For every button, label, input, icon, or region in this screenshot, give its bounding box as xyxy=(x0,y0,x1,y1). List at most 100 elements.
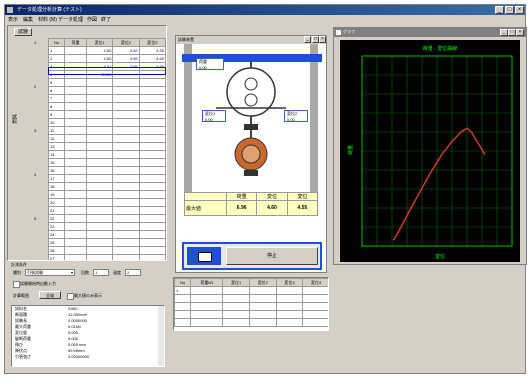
data-table-cell[interactable] xyxy=(138,150,166,159)
maximize-button[interactable]: □ xyxy=(505,6,514,14)
data-table-cell[interactable] xyxy=(138,182,166,191)
data-table-cell[interactable] xyxy=(64,182,88,191)
data-table-cell[interactable] xyxy=(64,214,88,223)
menu-exit[interactable]: 終了 xyxy=(101,17,112,23)
device-icon-button[interactable] xyxy=(187,247,221,265)
data-table-cell[interactable] xyxy=(64,206,88,215)
data-table-cell[interactable]: 12 xyxy=(48,134,66,143)
data-table-cell[interactable] xyxy=(112,254,140,260)
data-table-cell[interactable] xyxy=(86,158,114,167)
data-table-cell[interactable] xyxy=(138,246,166,255)
data-table-column-header[interactable]: 変位1 xyxy=(86,38,114,47)
menu-material[interactable]: 材料 (M) xyxy=(38,17,57,23)
data-table-row[interactable]: 15 xyxy=(48,158,166,167)
minimize-button[interactable]: _ xyxy=(495,6,504,14)
data-table-cell[interactable]: 11 xyxy=(48,126,66,135)
data-table-cell[interactable] xyxy=(138,118,166,127)
data-table-cell[interactable]: 6 xyxy=(48,86,66,95)
data-table-cell[interactable] xyxy=(112,134,140,143)
data-table-cell[interactable] xyxy=(112,222,140,231)
data-table-cell[interactable] xyxy=(112,78,140,87)
data-table-row[interactable]: 27 xyxy=(48,254,166,260)
data-table-cell[interactable] xyxy=(64,46,88,55)
result-table-cell[interactable] xyxy=(275,286,304,295)
data-table-cell[interactable]: 25 xyxy=(48,238,66,247)
data-table-cell[interactable] xyxy=(86,78,114,87)
result-table-cell[interactable] xyxy=(222,310,251,319)
data-table-row[interactable]: 11 xyxy=(48,126,166,135)
data-table-cell[interactable] xyxy=(138,174,166,183)
data-table-cell[interactable]: 5 xyxy=(48,78,66,87)
result-table-cell[interactable] xyxy=(222,294,251,303)
result-table-cell[interactable] xyxy=(302,286,328,295)
result-table-cell[interactable] xyxy=(222,286,251,295)
data-table-cell[interactable] xyxy=(112,182,140,191)
data-table-cell[interactable]: 21 xyxy=(48,206,66,215)
data-table-cell[interactable] xyxy=(112,94,140,103)
result-table-cell[interactable] xyxy=(249,318,277,327)
data-table-cell[interactable] xyxy=(112,190,140,199)
data-table-row[interactable]: 23 xyxy=(48,222,166,231)
data-table-cell[interactable]: 26 xyxy=(48,246,66,255)
data-table-cell[interactable] xyxy=(86,126,114,135)
data-table-cell[interactable]: 8 xyxy=(48,102,66,111)
data-table-cell[interactable] xyxy=(138,222,166,231)
summary-scrollbar[interactable] xyxy=(158,306,164,366)
data-table-cell[interactable] xyxy=(64,86,88,95)
data-table-cell[interactable] xyxy=(138,94,166,103)
data-table-cell[interactable] xyxy=(138,206,166,215)
data-table-row[interactable]: 18 xyxy=(48,182,166,191)
graph-maximize-button[interactable]: □ xyxy=(508,29,516,36)
result-table-cell[interactable] xyxy=(222,302,251,311)
data-table-cell[interactable] xyxy=(86,118,114,127)
result-table-cell[interactable] xyxy=(174,318,192,327)
data-table-cell[interactable] xyxy=(112,110,140,119)
result-table-cell[interactable] xyxy=(249,302,277,311)
data-table-cell[interactable] xyxy=(64,102,88,111)
data-table-row[interactable]: 2 4.60 4.65 4.60 xyxy=(48,54,166,63)
data-table-cell[interactable]: 23 xyxy=(48,222,66,231)
data-table-cell[interactable] xyxy=(138,110,166,119)
data-table-cell[interactable] xyxy=(86,238,114,247)
data-table-cell[interactable] xyxy=(138,190,166,199)
result-table-cell[interactable] xyxy=(249,294,277,303)
data-table-cell[interactable]: 4.60 xyxy=(138,54,166,63)
data-table-cell[interactable] xyxy=(86,166,114,175)
data-table-cell[interactable] xyxy=(86,94,114,103)
data-table-row[interactable]: 1 4.60 4.62 4.55 xyxy=(48,46,166,55)
max-only-checkbox[interactable] xyxy=(67,293,74,300)
count-select[interactable]: 1 xyxy=(93,269,109,276)
data-table-cell[interactable]: 15 xyxy=(48,158,66,167)
data-table-cell[interactable] xyxy=(86,150,114,159)
result-table-cell[interactable] xyxy=(275,302,304,311)
data-table-column-header[interactable]: No xyxy=(48,38,66,47)
data-table-cell[interactable] xyxy=(138,166,166,175)
result-table-cell[interactable]: 1 xyxy=(174,286,192,295)
data-table-cell[interactable]: 19 xyxy=(48,190,66,199)
data-table-row[interactable]: 20 xyxy=(48,198,166,207)
data-table-cell[interactable] xyxy=(138,214,166,223)
data-table-row[interactable]: 16 xyxy=(48,166,166,175)
data-table-cell[interactable] xyxy=(112,230,140,239)
data-table-cell[interactable]: 4.55 xyxy=(138,46,166,55)
data-table-row[interactable]: 13 xyxy=(48,142,166,151)
data-table-cell[interactable] xyxy=(112,246,140,255)
apparatus-close-button[interactable]: × xyxy=(319,36,326,43)
result-table-cell[interactable] xyxy=(302,294,328,303)
data-table-cell[interactable]: 20 xyxy=(48,198,66,207)
data-table-cell[interactable] xyxy=(112,102,140,111)
stop-button[interactable]: 停止 xyxy=(226,247,318,265)
data-table-cell[interactable]: 9 xyxy=(48,110,66,119)
data-table-cell[interactable] xyxy=(138,86,166,95)
menu-data[interactable]: データ処理 xyxy=(58,17,84,23)
data-table-cell[interactable]: 10 xyxy=(48,118,66,127)
data-table-cell[interactable]: 4.60 xyxy=(86,46,114,55)
data-table-row[interactable]: 25 xyxy=(48,238,166,247)
data-table-cell[interactable] xyxy=(138,198,166,207)
summary-listbox[interactable]: 試料名 S45C 断面積 12.000mm 試験長 2.0000000 最大荷重 0.01kN… xyxy=(11,305,165,367)
data-table-cell[interactable] xyxy=(64,150,88,159)
result-table-column-header[interactable]: 変位1 xyxy=(222,278,251,287)
data-table-cell[interactable]: 24 xyxy=(48,230,66,239)
data-table-cell[interactable]: 14 xyxy=(48,150,66,159)
data-table-row[interactable]: 7 xyxy=(48,94,166,103)
